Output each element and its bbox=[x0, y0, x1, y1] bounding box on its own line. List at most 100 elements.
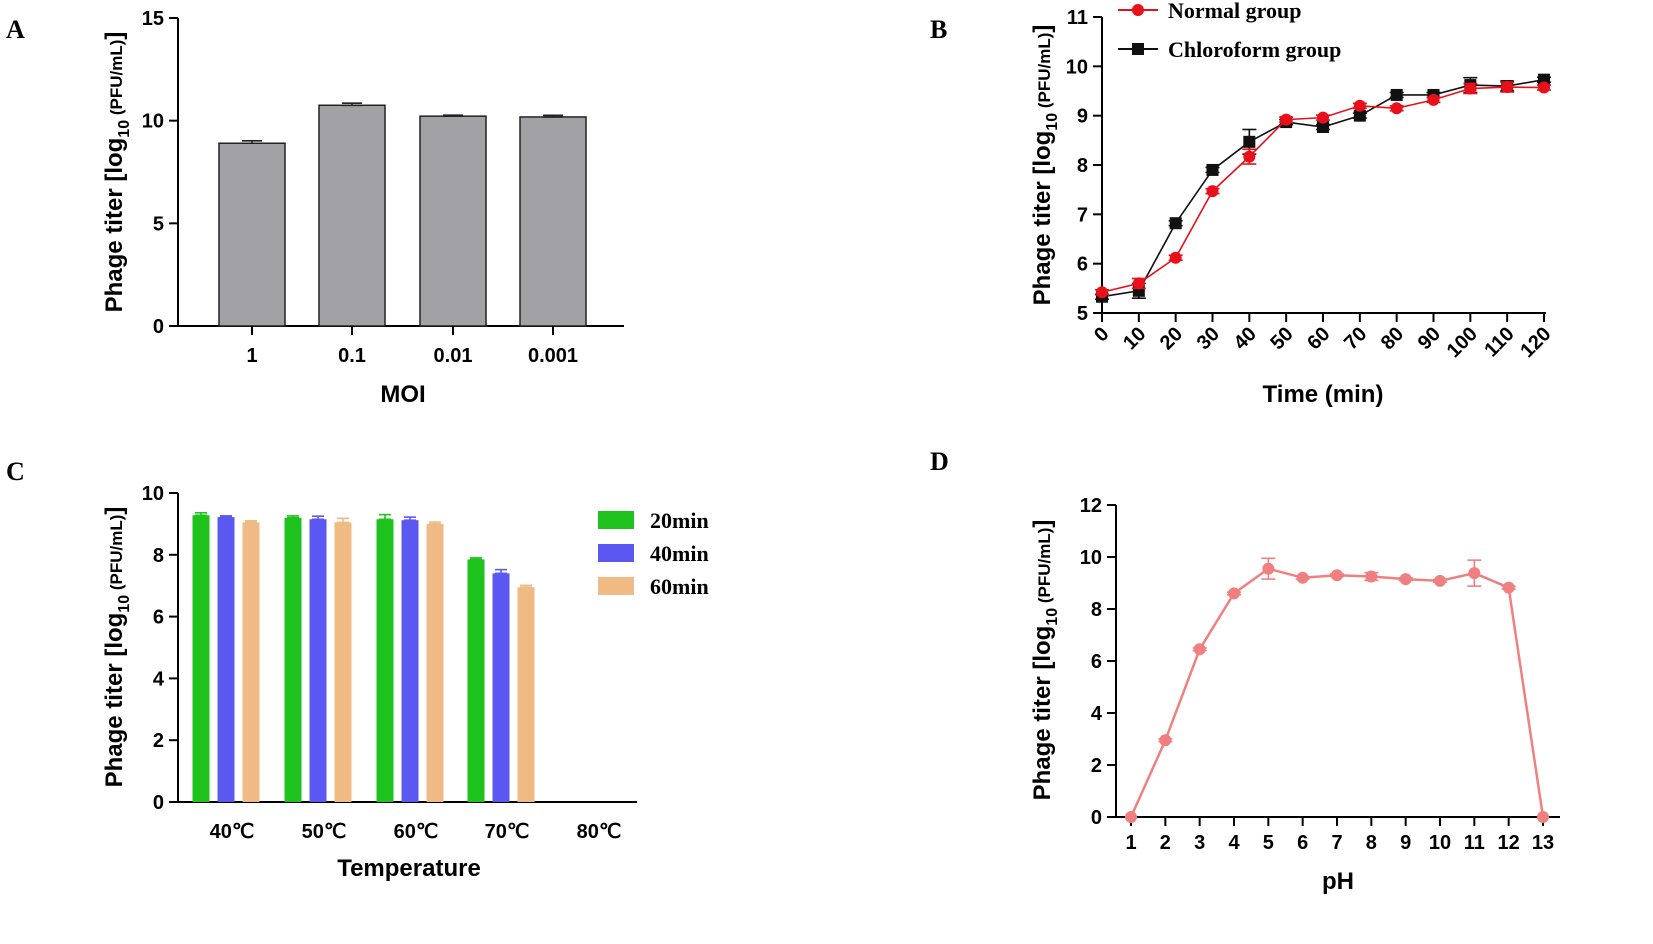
bar-20min-3 bbox=[467, 559, 485, 802]
x-tick-label: 9 bbox=[1400, 832, 1411, 854]
data-point bbox=[1206, 163, 1219, 176]
x-tick-label: 50℃ bbox=[302, 821, 347, 843]
x-tick-label: 12 bbox=[1498, 832, 1520, 854]
y-tick-label: 10 bbox=[142, 111, 164, 133]
bar-60min-3 bbox=[517, 587, 535, 802]
data-point bbox=[1365, 570, 1378, 583]
x-tick-label: 30 bbox=[1193, 323, 1224, 354]
data-point bbox=[1434, 574, 1446, 587]
y-tick-label: 8 bbox=[1091, 599, 1102, 621]
y-axis-title-unit: (PFU/mL) bbox=[107, 515, 126, 595]
data-point bbox=[1464, 82, 1477, 95]
x-tick-label: 11 bbox=[1464, 832, 1485, 854]
x-tick-label: 60 bbox=[1303, 323, 1334, 354]
x-tick-label: 5 bbox=[1263, 832, 1274, 854]
bar-moi-2 bbox=[419, 115, 487, 327]
y-tick-label: 8 bbox=[1077, 155, 1088, 177]
x-axis-title: MOI bbox=[380, 381, 425, 408]
bar-40min-2 bbox=[401, 520, 419, 802]
y-tick-label: 2 bbox=[153, 730, 164, 752]
bar-40min-3 bbox=[492, 573, 510, 802]
series-line-ph bbox=[1129, 567, 1545, 818]
data-point bbox=[1206, 185, 1219, 198]
data-point bbox=[1132, 277, 1145, 290]
data-point bbox=[1159, 734, 1172, 747]
data-point bbox=[1228, 587, 1240, 600]
y-tick-label: 0 bbox=[1091, 807, 1102, 829]
y-axis-title-main: Phage titer [log bbox=[1029, 626, 1056, 801]
bar-20min-0 bbox=[192, 515, 210, 802]
x-tick-label: 2 bbox=[1160, 832, 1171, 854]
data-point bbox=[1243, 150, 1256, 163]
data-point bbox=[1262, 562, 1275, 575]
y-tick-label: 6 bbox=[153, 607, 164, 629]
x-tick-label: 40℃ bbox=[210, 821, 255, 843]
bar-60min-1 bbox=[334, 522, 352, 802]
y-axis-title-end: ] bbox=[1029, 25, 1056, 33]
y-axis-title-subscript: 10 bbox=[116, 595, 133, 613]
x-tick-label: 10 bbox=[1429, 832, 1451, 854]
x-tick-label: 70 bbox=[1340, 323, 1371, 354]
x-tick-label: 0.1 bbox=[338, 345, 366, 367]
y-axis-title-end: ] bbox=[101, 507, 128, 515]
x-tick-label: 60℃ bbox=[394, 821, 439, 843]
y-axis-title-main: Phage titer [log bbox=[1029, 131, 1056, 306]
bar-moi-0 bbox=[218, 142, 286, 327]
y-tick-label: 5 bbox=[153, 213, 164, 235]
data-point bbox=[1399, 573, 1412, 586]
x-tick-label: 0 bbox=[1090, 323, 1113, 346]
y-axis-title-main: Phage titer [log bbox=[101, 138, 128, 313]
y-tick-label: 8 bbox=[153, 545, 164, 567]
x-tick-label: 80 bbox=[1377, 323, 1408, 354]
x-tick-label: 110 bbox=[1480, 323, 1518, 361]
y-tick-label: 10 bbox=[1066, 56, 1088, 78]
data-point bbox=[1390, 102, 1403, 115]
y-axis-title: Phage titer [log10 (PFU/mL)] bbox=[1029, 520, 1061, 801]
legend-swatch-20min bbox=[598, 511, 634, 529]
x-axis-title: Time (min) bbox=[1263, 381, 1384, 408]
x-tick-label: 100 bbox=[1443, 323, 1482, 362]
x-tick-label: 13 bbox=[1532, 832, 1554, 854]
bar-moi-3 bbox=[519, 116, 587, 327]
y-axis-title: Phage titer [log10 (PFU/mL)] bbox=[101, 507, 133, 788]
y-tick-label: 9 bbox=[1077, 106, 1088, 128]
x-tick-label: 20 bbox=[1156, 323, 1187, 354]
y-tick-label: 6 bbox=[1091, 651, 1102, 673]
x-tick-label: 90 bbox=[1414, 323, 1445, 354]
data-point bbox=[1169, 217, 1182, 230]
bar-40min-0 bbox=[217, 517, 235, 802]
legend: Normal group Chloroform group bbox=[1118, 0, 1341, 62]
x-tick-label: 10 bbox=[1119, 323, 1150, 354]
y-axis-title-unit: (PFU/mL) bbox=[1035, 33, 1054, 113]
data-point bbox=[1193, 643, 1206, 656]
legend-marker-normal bbox=[1132, 4, 1144, 16]
legend-label-chloroform: Chloroform group bbox=[1168, 37, 1341, 62]
x-tick-label: 0.01 bbox=[434, 345, 473, 367]
y-tick-label: 5 bbox=[1077, 303, 1088, 325]
x-tick-label: 1 bbox=[246, 345, 257, 367]
panel-label-d: D bbox=[930, 447, 949, 476]
data-point bbox=[1169, 251, 1182, 264]
x-tick-label: 7 bbox=[1331, 832, 1342, 854]
data-point bbox=[1096, 286, 1108, 299]
y-tick-label: 0 bbox=[153, 316, 164, 338]
y-tick-label: 2 bbox=[1091, 755, 1102, 777]
data-point bbox=[1317, 111, 1329, 124]
data-point bbox=[1280, 113, 1293, 126]
y-axis-title-unit: (PFU/mL) bbox=[1035, 528, 1054, 608]
x-tick-label: 50 bbox=[1266, 323, 1297, 354]
legend-marker-chloroform bbox=[1132, 43, 1144, 55]
y-axis-title-unit: (PFU/mL) bbox=[107, 40, 126, 120]
bar-60min-2 bbox=[426, 523, 444, 802]
data-point bbox=[1353, 109, 1366, 122]
panel-label-c: C bbox=[6, 457, 25, 486]
x-tick-label: 3 bbox=[1194, 832, 1205, 854]
y-axis-title: Phage titer [log10 (PFU/mL)] bbox=[1029, 25, 1061, 306]
x-tick-label: 6 bbox=[1297, 832, 1308, 854]
legend-swatch-40min bbox=[598, 544, 634, 562]
legend: 20min 40min 60min bbox=[598, 508, 709, 599]
y-tick-label: 12 bbox=[1080, 495, 1102, 517]
